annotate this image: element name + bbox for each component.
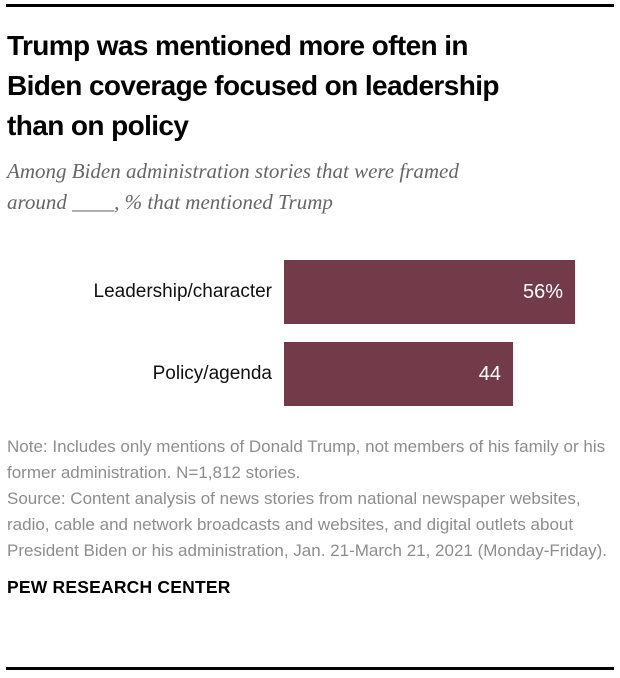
chart-subtitle-line: around ____, % that mentioned Trump (7, 190, 333, 214)
note-text: Note: Includes only mentions of Donald T… (7, 437, 606, 482)
bar-category-label: Leadership/character (93, 281, 273, 302)
bar-value-label: 44 (478, 362, 501, 385)
bar-category-label: Policy/agenda (152, 363, 272, 384)
bottom-rule (6, 667, 614, 670)
chart-title-line: Trump was mentioned more often in (7, 30, 469, 61)
bar-row: Leadership/character 56% (7, 260, 613, 324)
pew-research-center-wordmark: PEW RESEARCH CENTER (7, 577, 231, 597)
bar: 56% (284, 260, 575, 324)
footnotes: Note: Includes only mentions of Donald T… (7, 434, 607, 564)
chart-title: Trump was mentioned more often in Biden … (7, 0, 613, 146)
top-rule (6, 4, 614, 7)
chart-subtitle: Among Biden administration stories that … (7, 156, 613, 218)
chart-title-line: Biden coverage focused on leadership (7, 70, 499, 101)
bar-chart: Leadership/character 56% Policy/agenda 44 (7, 260, 613, 406)
chart-subtitle-line: Among Biden administration stories that … (7, 159, 459, 183)
chart-title-line: than on policy (7, 110, 189, 141)
bar: 44 (284, 342, 513, 406)
bar-row: Policy/agenda 44 (7, 342, 613, 406)
source-text: Source: Content analysis of news stories… (7, 489, 608, 560)
bar-value-label: 56% (522, 280, 563, 303)
